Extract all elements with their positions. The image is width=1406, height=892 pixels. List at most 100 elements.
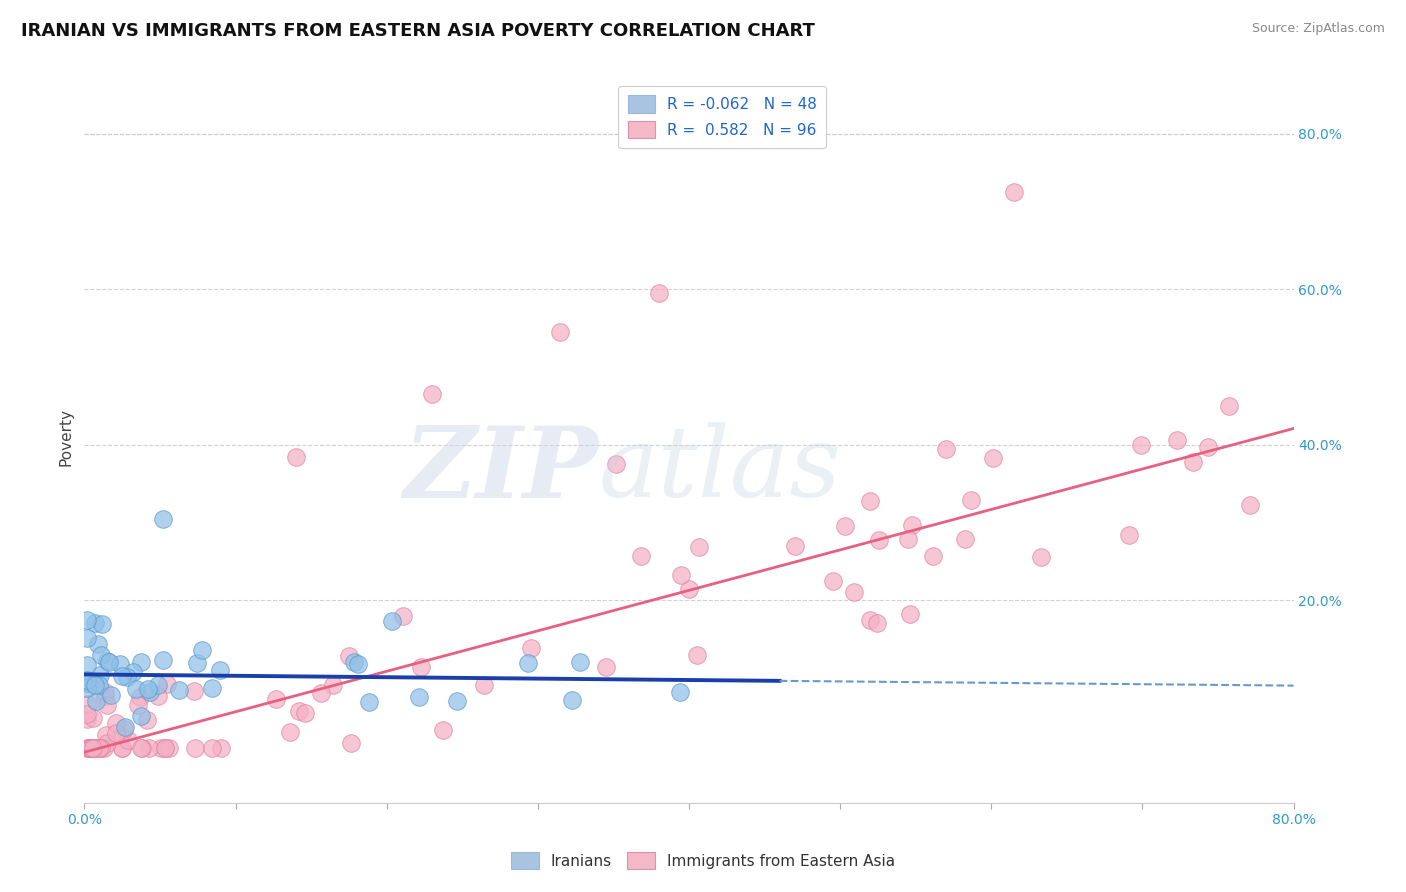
Point — [79, 741, 101, 756]
Point — [136, 682, 159, 697]
Point — [935, 442, 957, 456]
Point — [209, 741, 232, 756]
Point — [432, 723, 454, 737]
Point — [129, 690, 152, 704]
Point — [569, 655, 592, 669]
Point — [550, 325, 572, 339]
Point — [408, 690, 430, 705]
Point — [89, 667, 111, 681]
Point — [630, 549, 652, 563]
Point — [921, 549, 943, 564]
Point — [859, 494, 882, 508]
Point — [76, 673, 98, 688]
Point — [900, 607, 922, 621]
Point — [112, 722, 135, 736]
Point — [131, 741, 153, 756]
Point — [138, 741, 160, 756]
Point — [183, 684, 205, 698]
Point — [96, 698, 118, 713]
Point — [322, 678, 344, 692]
Point — [94, 689, 117, 703]
Point — [278, 725, 301, 739]
Point — [561, 693, 583, 707]
Point — [669, 568, 692, 582]
Point — [76, 676, 98, 690]
Point — [1118, 528, 1140, 542]
Point — [783, 539, 806, 553]
Point — [121, 665, 143, 679]
Point — [339, 648, 361, 663]
Point — [152, 653, 174, 667]
Point — [117, 733, 139, 747]
Point — [82, 741, 104, 756]
Point — [688, 540, 710, 554]
Point — [91, 617, 114, 632]
Point — [1166, 433, 1188, 447]
Point — [1130, 437, 1153, 451]
Point — [98, 655, 121, 669]
Point — [167, 682, 190, 697]
Text: ZIP: ZIP — [404, 422, 599, 518]
Point — [127, 698, 149, 713]
Point — [84, 694, 107, 708]
Text: IRANIAN VS IMMIGRANTS FROM EASTERN ASIA POVERTY CORRELATION CHART: IRANIAN VS IMMIGRANTS FROM EASTERN ASIA … — [21, 22, 815, 40]
Point — [1197, 440, 1219, 454]
Point — [139, 685, 162, 699]
Point — [859, 613, 882, 627]
Point — [339, 737, 361, 751]
Point — [343, 655, 366, 669]
Point — [834, 519, 856, 533]
Point — [150, 741, 173, 756]
Point — [76, 712, 98, 726]
Point — [648, 286, 671, 301]
Point — [842, 584, 865, 599]
Point — [1029, 549, 1052, 564]
Point — [87, 678, 110, 692]
Text: Source: ZipAtlas.com: Source: ZipAtlas.com — [1251, 22, 1385, 36]
Point — [146, 678, 169, 692]
Point — [153, 741, 176, 756]
Point — [157, 741, 180, 756]
Point — [105, 725, 128, 739]
Point — [87, 636, 110, 650]
Point — [981, 450, 1004, 465]
Point — [897, 533, 920, 547]
Point — [94, 728, 117, 742]
Point — [152, 512, 174, 526]
Legend: R = -0.062   N = 48, R =  0.582   N = 96: R = -0.062 N = 48, R = 0.582 N = 96 — [619, 87, 827, 147]
Point — [82, 741, 104, 756]
Point — [82, 741, 104, 756]
Point — [129, 709, 152, 723]
Point — [156, 677, 179, 691]
Point — [135, 713, 157, 727]
Point — [77, 741, 100, 756]
Point — [821, 574, 844, 588]
Point — [117, 670, 139, 684]
Point — [76, 698, 98, 712]
Point — [76, 673, 98, 687]
Point — [76, 657, 98, 672]
Point — [520, 641, 543, 656]
Point — [1002, 185, 1025, 199]
Point — [76, 631, 98, 645]
Point — [153, 741, 176, 756]
Point — [83, 676, 105, 690]
Point — [201, 681, 224, 695]
Point — [108, 657, 131, 671]
Point — [1218, 399, 1240, 413]
Point — [108, 729, 131, 743]
Point — [77, 741, 100, 756]
Point — [105, 716, 128, 731]
Point — [186, 656, 208, 670]
Point — [1239, 499, 1261, 513]
Point — [686, 648, 709, 662]
Point — [84, 741, 107, 756]
Point — [111, 741, 134, 756]
Point — [381, 615, 404, 629]
Point — [472, 678, 495, 692]
Point — [183, 741, 205, 756]
Point — [80, 741, 103, 756]
Point — [100, 688, 122, 702]
Point — [420, 387, 443, 401]
Point — [264, 692, 287, 706]
